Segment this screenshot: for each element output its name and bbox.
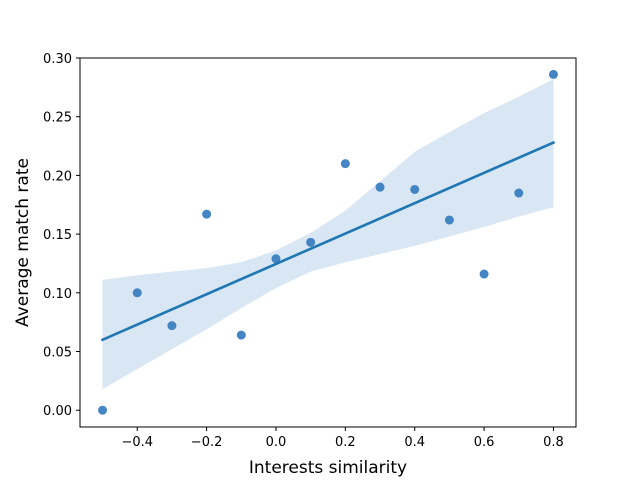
y-axis-label: Average match rate xyxy=(13,158,33,327)
scatter-point xyxy=(548,69,558,79)
y-tick-label: 0.00 xyxy=(43,404,72,419)
x-tick-label: 0.8 xyxy=(543,435,564,450)
confidence-band xyxy=(102,79,554,390)
y-tick-label: 0.25 xyxy=(43,111,72,126)
scatter-point xyxy=(132,288,142,298)
scatter-point xyxy=(375,182,385,192)
scatter-point xyxy=(202,209,212,219)
x-tick-label: 0.0 xyxy=(266,435,287,450)
x-tick-label: 0.2 xyxy=(335,435,356,450)
x-tick-label: −0.2 xyxy=(191,435,223,450)
y-axis: 0.00 0.05 0.10 0.15 0.20 0.25 0.30 xyxy=(43,52,80,419)
scatter-point xyxy=(271,254,281,264)
scatter-point xyxy=(306,237,316,247)
y-tick-label: 0.30 xyxy=(43,52,72,67)
y-tick-label: 0.15 xyxy=(43,228,72,243)
scatter-point xyxy=(514,188,524,198)
y-tick-label: 0.05 xyxy=(43,346,72,361)
x-axis: −0.4 −0.2 0.0 0.2 0.4 0.6 0.8 xyxy=(121,427,564,450)
x-axis-label: Interests similarity xyxy=(249,458,407,478)
x-tick-label: 0.4 xyxy=(404,435,425,450)
scatter-point xyxy=(444,215,454,225)
scatter-point xyxy=(340,159,350,169)
plot-area xyxy=(98,69,558,415)
scatter-point xyxy=(479,269,489,279)
x-tick-label: −0.4 xyxy=(121,435,153,450)
scatter-point xyxy=(98,405,108,415)
x-tick-label: 0.6 xyxy=(474,435,495,450)
y-tick-label: 0.20 xyxy=(43,169,72,184)
scatter-point xyxy=(167,321,177,331)
y-tick-label: 0.10 xyxy=(43,287,72,302)
scatter-point xyxy=(410,184,420,194)
axes-frame xyxy=(79,57,577,428)
regression-line xyxy=(100,140,556,342)
scatter-point xyxy=(236,330,246,340)
